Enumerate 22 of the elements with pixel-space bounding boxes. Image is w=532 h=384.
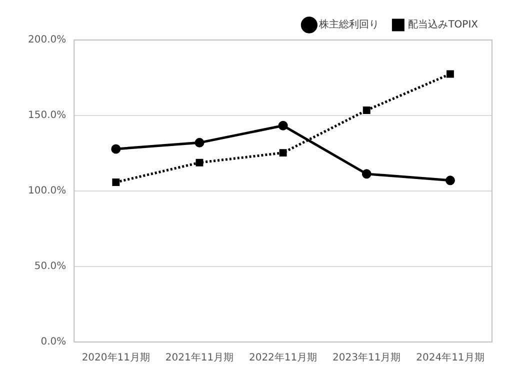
legend-label: 配当込みTOPIX [408, 18, 478, 31]
y-tick-label: 0.0% [40, 336, 66, 348]
y-tick-label: 100.0% [28, 186, 66, 197]
x-tick-label: 2022年11月期 [248, 352, 318, 364]
point [196, 158, 204, 166]
y-tick-label: 200.0% [28, 34, 66, 46]
point [445, 176, 455, 186]
point [446, 70, 454, 78]
point [194, 138, 204, 148]
point [112, 178, 120, 186]
point [362, 169, 372, 179]
legend-label: 株主総利回り [318, 18, 380, 31]
x-tick-label: 2020年11月期 [82, 352, 150, 364]
point [362, 106, 370, 114]
x-tick-label: 2023年11月期 [332, 352, 401, 364]
point [278, 120, 288, 130]
x-tick-label: 2024年11月期 [416, 352, 484, 364]
y-tick-label: 50.0% [34, 261, 66, 272]
point [111, 144, 121, 154]
point [279, 149, 287, 157]
y-tick-label: 150.0% [28, 110, 66, 122]
x-tick-label: 2021年11月期 [165, 352, 234, 364]
